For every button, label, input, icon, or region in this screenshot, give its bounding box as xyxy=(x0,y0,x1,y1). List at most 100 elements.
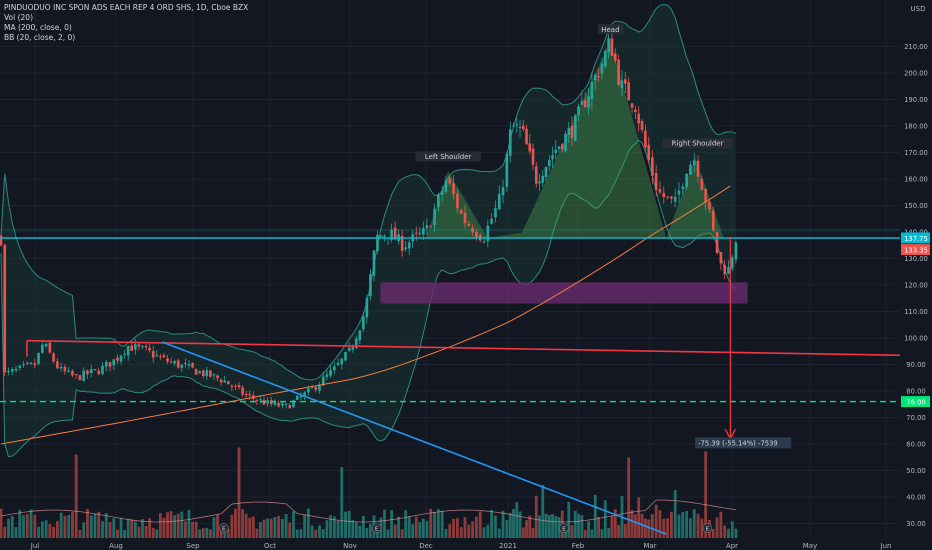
volume-bar xyxy=(692,509,696,538)
candle-body xyxy=(209,370,212,377)
volume-bar xyxy=(486,524,490,538)
candle-body xyxy=(651,157,654,176)
volume-bar xyxy=(10,516,14,538)
moving-average-label: MA (200, close, 0) xyxy=(4,23,72,32)
candle-body xyxy=(104,361,108,367)
candle-body xyxy=(173,361,176,364)
volume-bar xyxy=(475,516,478,538)
candle-body xyxy=(567,128,571,136)
price-tick-label: 120.00 xyxy=(904,282,928,290)
volume-bar xyxy=(512,509,515,538)
candle-body xyxy=(587,96,590,108)
volume-bar xyxy=(673,489,677,538)
candle-body xyxy=(538,181,541,184)
earnings-marker-letter: E xyxy=(222,527,226,533)
candle-body xyxy=(452,183,455,195)
candle-body xyxy=(518,126,522,128)
candle-body xyxy=(281,403,284,406)
price-tick-label: 110.00 xyxy=(904,308,928,316)
candle-body xyxy=(696,160,700,177)
candle-body xyxy=(340,358,344,365)
candle-body xyxy=(627,82,630,101)
candle-body xyxy=(126,346,130,356)
candle-body xyxy=(166,358,169,362)
candle-body xyxy=(299,395,303,398)
price-tick-label: 60.00 xyxy=(906,441,925,449)
volume-bar xyxy=(358,525,362,538)
candle-body xyxy=(515,124,519,126)
volume-bar xyxy=(681,512,685,538)
volume-bar xyxy=(191,521,194,538)
candle-body xyxy=(662,192,666,198)
candle-body xyxy=(7,370,10,373)
candle-body xyxy=(614,53,617,61)
volume-bar xyxy=(336,520,340,538)
volume-bar xyxy=(531,528,535,538)
candle-body xyxy=(191,362,194,368)
volume-bar xyxy=(266,518,269,538)
volume-bar xyxy=(78,529,82,538)
volume-bar xyxy=(351,520,355,538)
volume-bar xyxy=(597,516,600,538)
candle-body xyxy=(459,210,463,214)
volume-bar xyxy=(386,529,390,538)
candle-body xyxy=(467,223,471,226)
candle-body xyxy=(123,353,126,355)
volume-bar xyxy=(554,515,558,538)
volume-bar xyxy=(583,529,587,538)
volume-bar xyxy=(180,511,184,538)
price-tick-label: 180.00 xyxy=(904,123,928,131)
volume-bar xyxy=(407,516,411,538)
volume-bar xyxy=(123,529,127,538)
volume-bar xyxy=(471,521,475,538)
candle-body xyxy=(351,347,355,350)
candle-body xyxy=(205,370,209,377)
volume-bar xyxy=(627,457,631,538)
volume-bar xyxy=(577,513,580,538)
candle-body xyxy=(187,364,191,366)
volume-bar xyxy=(685,510,689,538)
candle-body xyxy=(512,125,515,127)
candle-body xyxy=(433,208,436,225)
price-tick-label: 210.00 xyxy=(904,43,928,51)
blue-trend-line xyxy=(161,341,667,535)
volume-bar xyxy=(501,510,505,538)
support-zone xyxy=(380,282,748,304)
volume-bars xyxy=(0,447,738,538)
candle-body xyxy=(310,387,314,389)
volume-bar xyxy=(63,515,67,538)
volume-bar xyxy=(176,513,180,538)
candle-body xyxy=(266,400,269,404)
last-price-tag-bg xyxy=(901,232,930,244)
volume-bar xyxy=(52,526,56,538)
volume-bar xyxy=(630,510,634,538)
volume-bar xyxy=(59,512,63,538)
volume-bar xyxy=(216,515,219,538)
candle-body xyxy=(41,344,44,353)
candle-body xyxy=(580,101,584,106)
candle-body xyxy=(22,364,25,366)
candle-body xyxy=(486,225,490,241)
candle-body xyxy=(541,175,545,183)
volume-bar xyxy=(321,529,325,538)
volume-bar xyxy=(162,517,166,538)
price-tick-label: 160.00 xyxy=(904,176,928,184)
candle-body xyxy=(692,160,696,166)
volume-bar xyxy=(71,512,74,538)
candle-body xyxy=(89,369,93,373)
candle-body xyxy=(116,357,119,361)
candle-body xyxy=(677,190,681,195)
volume-bar xyxy=(573,510,577,538)
volume-bar xyxy=(0,508,3,538)
volume-bar xyxy=(86,508,89,538)
candle-body xyxy=(365,298,369,318)
candle-body xyxy=(521,125,525,130)
candle-body xyxy=(719,252,723,264)
chart-legend: PINDUODUO INC SPON ADS EACH REP 4 ORD SH… xyxy=(4,3,248,43)
candle-body xyxy=(144,346,148,348)
volume-bar xyxy=(74,454,78,538)
candle-body xyxy=(704,189,707,203)
candle-body xyxy=(216,375,219,379)
price-tick-label: 70.00 xyxy=(906,414,925,422)
